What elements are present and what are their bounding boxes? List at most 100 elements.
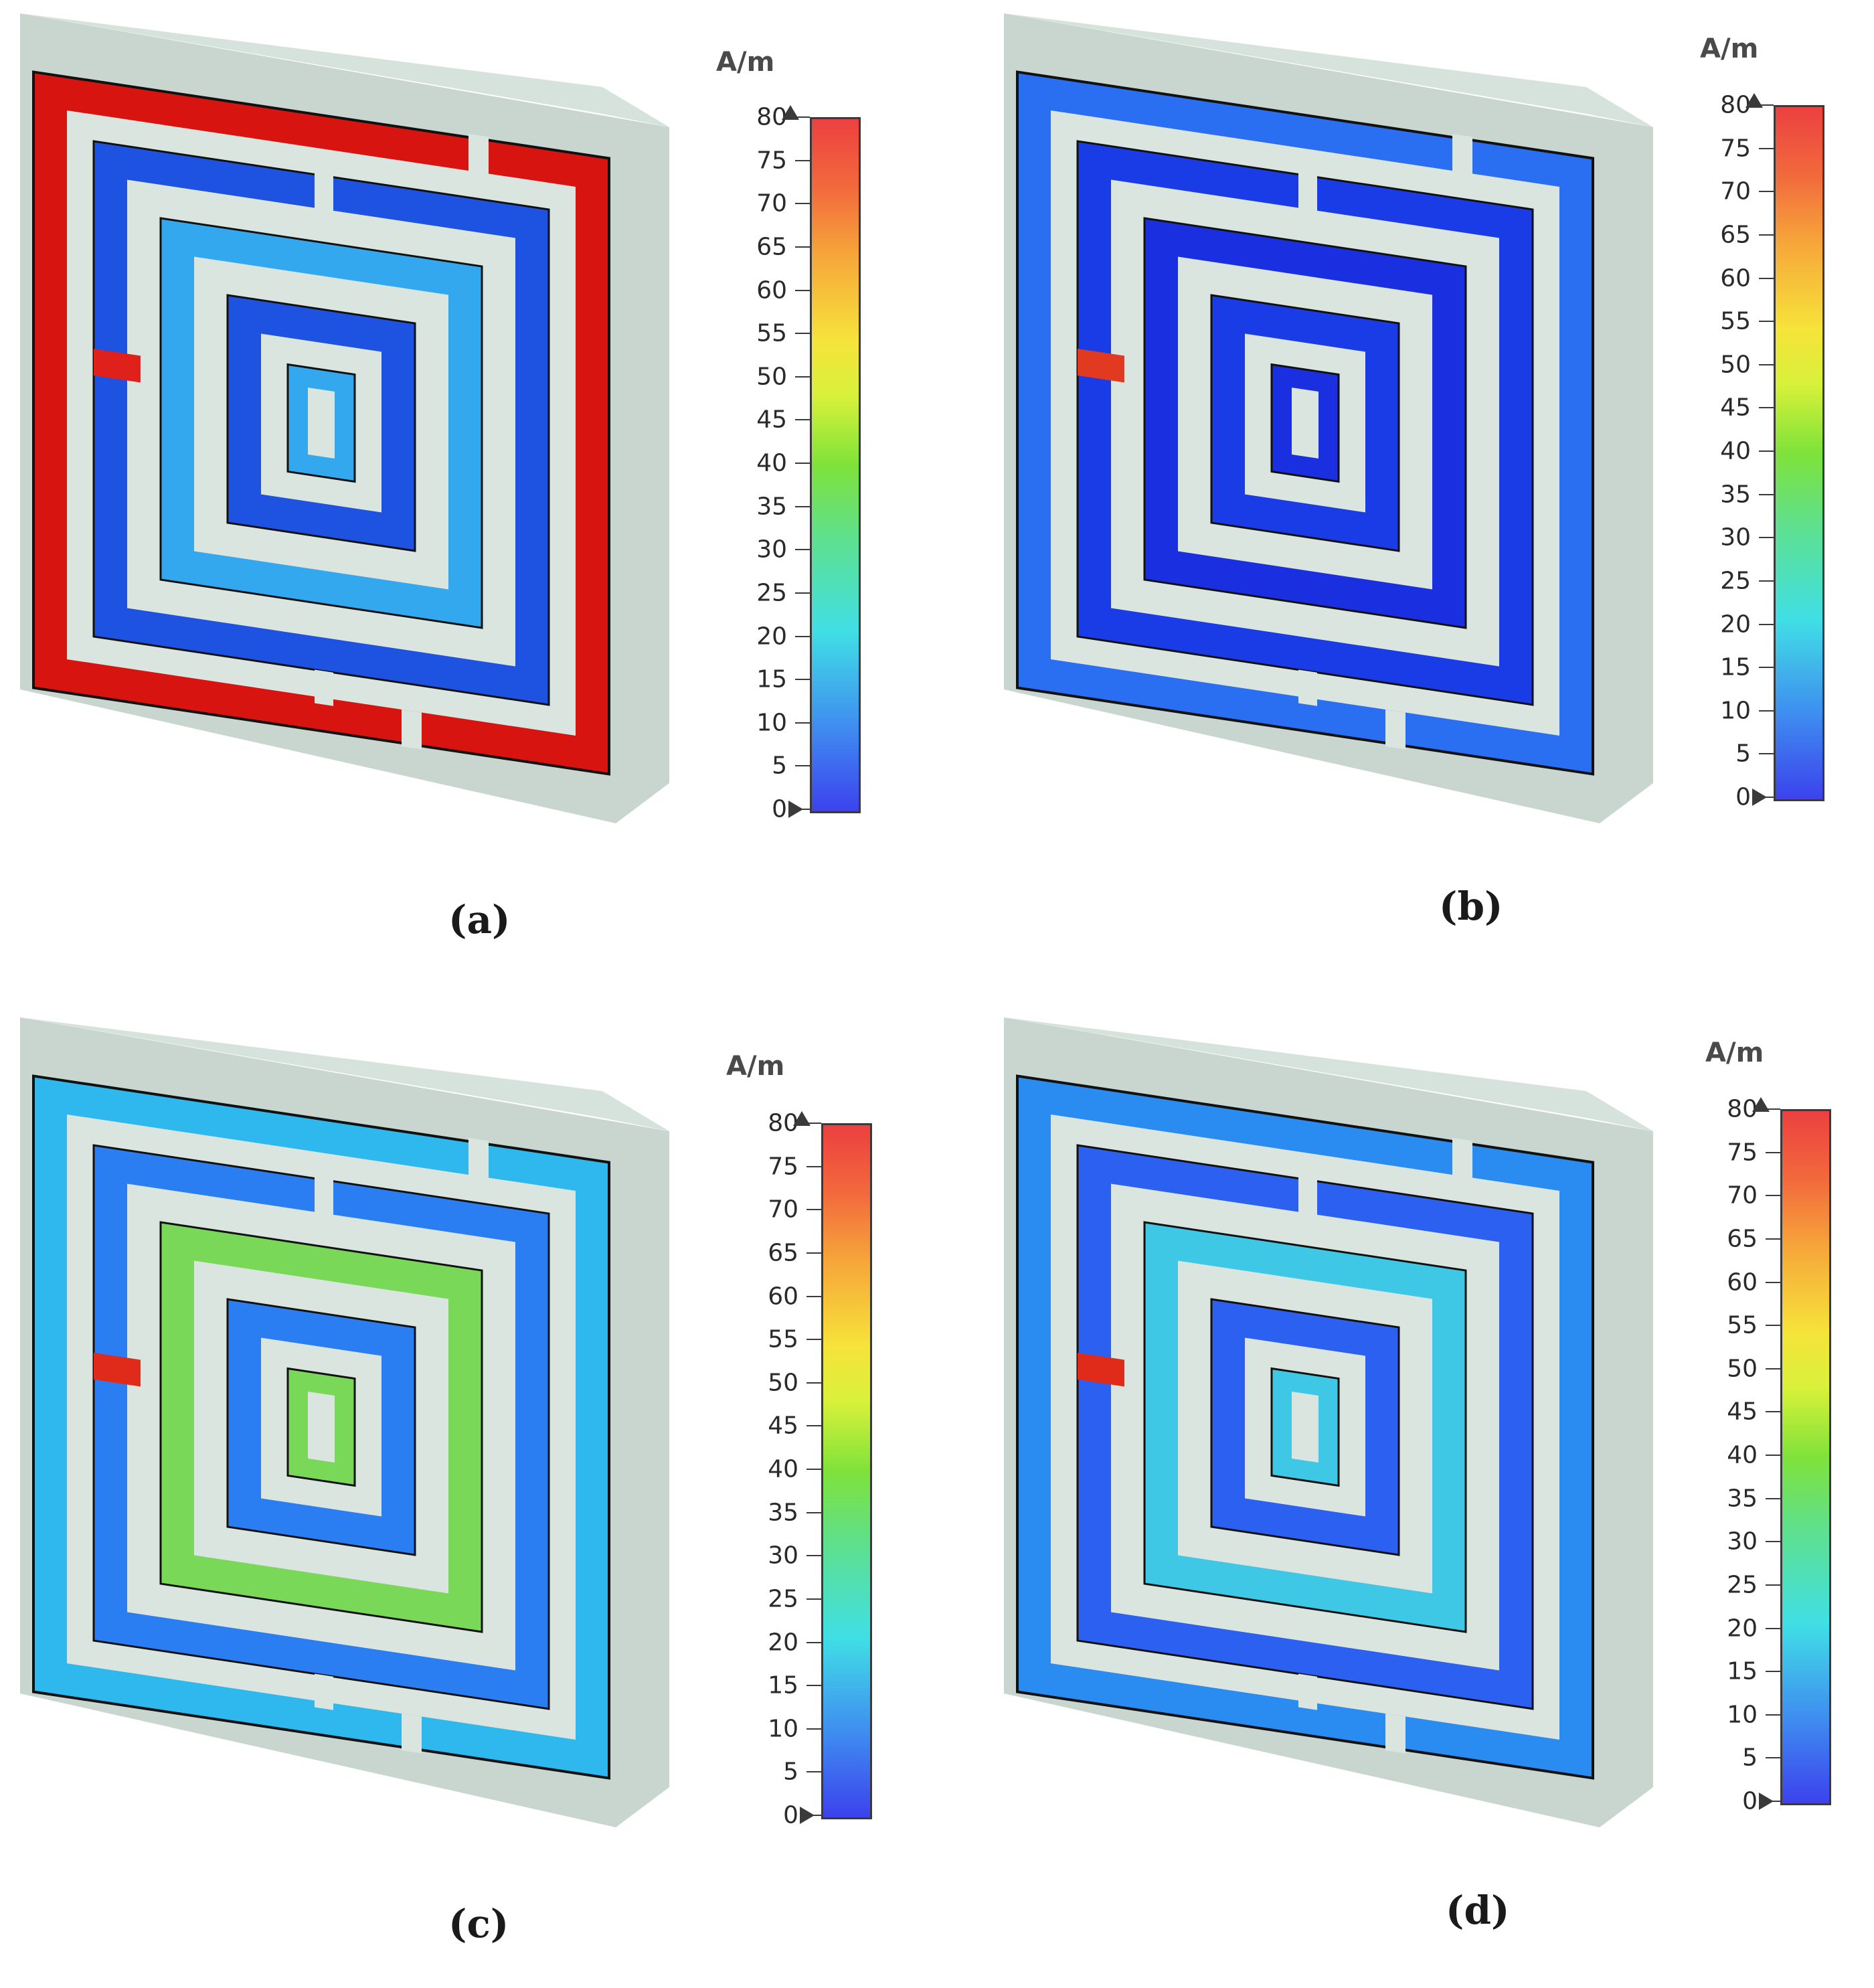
split-gap-bottom [315,669,333,706]
colorbar-tick [806,1252,821,1254]
colorbar-unit: A/m [1705,1038,1764,1068]
colorbar-tick-label: 40 [768,1455,798,1483]
colorbar-tick-label: 45 [1720,394,1751,422]
colorbar-tick [806,1728,821,1730]
colorbar-unit: A/m [1700,33,1759,64]
colorbar-tick-label: 45 [1727,1398,1758,1426]
colorbar-tick-label: 70 [1727,1181,1758,1210]
caption-b: (b) [1439,884,1503,929]
gap-5 [1292,388,1318,459]
colorbar-tick [795,116,810,118]
colorbar-tick [1759,104,1774,106]
colorbar-tick-label: 35 [1720,481,1751,509]
max-arrow-icon [793,1111,811,1126]
colorbar-tick-label: 15 [1727,1657,1758,1685]
min-arrow-icon [788,801,803,818]
colorbar-tick-label: 70 [1720,177,1751,205]
colorbar-tick [795,246,810,248]
colorbar-tick-label: 45 [756,406,787,434]
colorbar-tick-label: 35 [756,493,787,521]
colorbar-tick [806,1598,821,1600]
colorbar-tick [795,289,810,291]
colorbar-tick [795,635,810,637]
colorbar-tick-label: 30 [1727,1527,1758,1556]
split-gap-outer-bottom [1385,710,1406,750]
colorbar [1774,105,1824,801]
colorbar-tick-label: 5 [1742,1744,1758,1772]
colorbar-tick-label: 30 [768,1542,798,1570]
colorbar-tick-label: 40 [756,449,787,477]
colorbar-tick-label: 10 [1720,697,1751,725]
colorbar-tick-label: 65 [1727,1225,1758,1253]
colorbar-tick-label: 25 [1727,1571,1758,1599]
colorbar-tick [1759,147,1774,149]
colorbar-tick-label: 75 [768,1153,798,1181]
colorbar-tick [1766,1411,1780,1413]
colorbar-tick [1759,710,1774,712]
colorbar-tick-label: 70 [756,189,787,218]
colorbar-tick [1766,1671,1780,1673]
colorbar-tick-label: 20 [1720,610,1751,638]
colorbar-tick [1766,1714,1780,1716]
colorbar-tick [806,1425,821,1427]
colorbar-tick [806,1641,821,1643]
colorbar-tick [1766,1497,1780,1499]
colorbar-tick-label: 60 [756,276,787,304]
split-gap-top [1452,1138,1472,1181]
colorbar-tick [795,765,810,767]
colorbar-tick [1766,1238,1780,1240]
colorbar-tick [795,549,810,551]
colorbar-ticks: 80 75 70 65 60 55 50 45 40 35 30 25 20 15 10 5 0 [709,104,810,823]
colorbar-tick [1759,321,1774,323]
caption-c: (c) [448,1901,509,1946]
panel-b: A/m 80 75 70 65 60 55 50 45 40 35 30 25 20 15 10 5 0 (b) [984,0,1874,984]
colorbar-tick [795,592,810,594]
colorbar-tick [795,505,810,507]
colorbar-tick [806,1382,821,1384]
colorbar-tick [1766,1627,1780,1629]
colorbar-tick [1759,623,1774,625]
resonator-face [32,1074,610,1780]
min-arrow-icon [800,1807,815,1824]
split-gap-bottom [1298,669,1317,706]
colorbar-tick-label: 0 [1742,1787,1758,1815]
colorbar-tick [795,419,810,421]
panel-d: A/m 80 75 70 65 60 55 50 45 40 35 30 25 20 15 10 5 0 (d) [984,1004,1874,1988]
colorbar-tick [1766,1541,1780,1543]
colorbar-tick [806,1209,821,1211]
colorbar-tick-label: 5 [1735,740,1751,768]
colorbar-tick-label: 25 [768,1585,798,1613]
colorbar-tick-label: 50 [1727,1355,1758,1383]
max-arrow-icon [782,105,799,120]
colorbar-tick-label: 55 [1720,307,1751,335]
colorbar-tick-label: 50 [1720,351,1751,379]
colorbar-tick [1759,191,1774,193]
split-gap-bottom [1298,1673,1317,1710]
max-arrow-icon [1752,1097,1770,1112]
colorbar-tick [1766,1151,1780,1153]
colorbar-tick-label: 10 [756,709,787,737]
split-gap-top [468,1138,489,1181]
colorbar-tick-label: 15 [1720,653,1751,681]
hot-spot [1078,349,1124,383]
colorbar-tick-label: 0 [1735,783,1751,811]
hot-spot [94,1353,141,1387]
colorbar-tick-label: 75 [1727,1139,1758,1167]
resonator-model-d [1004,1017,1653,1827]
colorbar-tick-label: 65 [1720,221,1751,249]
colorbar-tick-label: 75 [1720,135,1751,163]
split-gap-mid [315,171,333,214]
gap-5 [308,1392,335,1463]
colorbar-tick-label: 75 [756,147,787,175]
resonator-model-c [20,1017,669,1827]
colorbar-tick-label: 40 [1720,437,1751,465]
colorbar-unit: A/m [726,1051,785,1082]
colorbar [821,1123,872,1819]
colorbar-tick [806,1295,821,1297]
colorbar-tick [1766,1325,1780,1327]
split-gap-outer-bottom [402,710,422,750]
colorbar-tick [1759,234,1774,236]
split-gap-bottom [315,1673,333,1710]
split-gap-outer-bottom [402,1714,422,1754]
panel-a: A/m 80 75 70 65 60 55 50 45 40 35 30 25 20 15 10 5 0 (a) [0,0,937,984]
